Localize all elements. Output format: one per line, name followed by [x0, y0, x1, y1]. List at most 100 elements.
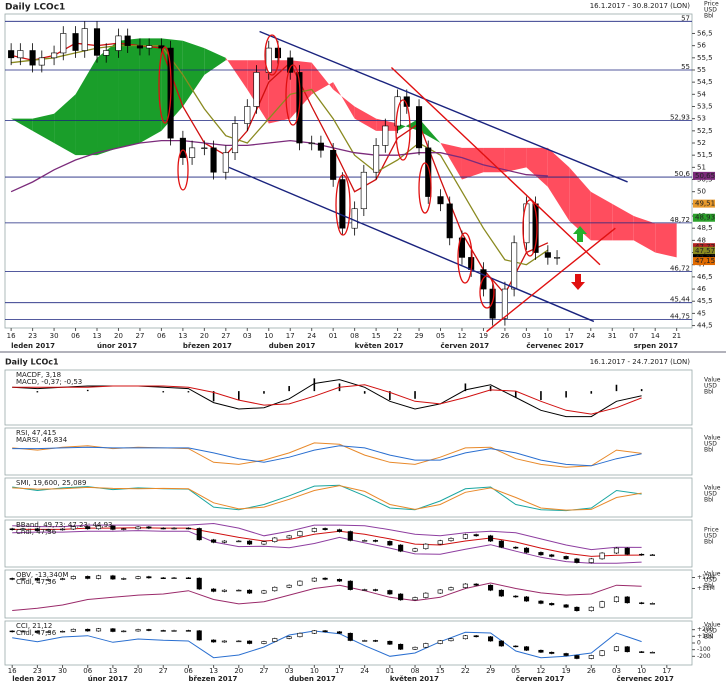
- candle-body: [171, 527, 177, 530]
- candle-body: [437, 640, 443, 644]
- level-label: 46,72: [670, 265, 690, 273]
- candle-body: [34, 578, 40, 581]
- candle-body: [498, 640, 504, 647]
- candle-body: [423, 592, 429, 598]
- indicator-panel-frame: [4, 569, 693, 619]
- y-tick-label: 46: [697, 285, 706, 293]
- price-tag-label: 50,65: [695, 172, 715, 180]
- y-tick-label: -200: [697, 653, 711, 660]
- indicator-panel-frame: [4, 369, 693, 426]
- legend-entry: MACD, -0,37; -0,53: [16, 378, 82, 386]
- candle-body: [423, 543, 429, 550]
- x-tick-label: 19: [479, 332, 488, 340]
- candle-body: [322, 528, 328, 530]
- x-tick-label: 16: [7, 332, 16, 340]
- x-tick-label: 10: [637, 667, 646, 675]
- candle-body: [462, 583, 468, 588]
- trendline: [390, 67, 601, 266]
- candle-body: [538, 552, 544, 556]
- candle-body: [20, 630, 26, 633]
- candle-body: [110, 628, 116, 632]
- y-tick-label: 54: [697, 90, 706, 98]
- x-tick-label: 27: [260, 667, 269, 675]
- candle-body: [488, 636, 494, 642]
- candle-body: [95, 575, 102, 579]
- x-tick-label: 06: [83, 667, 92, 675]
- x-tick-label: 03: [243, 332, 252, 340]
- candle-body: [387, 590, 393, 595]
- y-tick-label: 51,5: [697, 151, 713, 159]
- x-tick-label: 10: [310, 667, 319, 675]
- band-lower: [12, 530, 642, 564]
- highlight-ellipse: [264, 34, 280, 76]
- candle-body: [574, 606, 580, 612]
- candle-body: [574, 655, 580, 659]
- y-axis-label: Value: [704, 571, 721, 578]
- y-axis-label: Price: [704, 1, 719, 8]
- candle-body: [135, 576, 141, 579]
- candle-body: [20, 528, 26, 530]
- candle-body: [549, 554, 555, 557]
- candle-body: [639, 651, 645, 653]
- candle-body: [347, 580, 353, 590]
- candle-body: [222, 152, 229, 173]
- candle-body: [274, 47, 282, 59]
- y-tick-label: 52: [697, 139, 706, 147]
- x-tick-label: 12: [536, 667, 545, 675]
- candle-body: [538, 600, 544, 604]
- y-tick-label: 53: [697, 115, 706, 123]
- y-tick-label: +100: [697, 633, 714, 640]
- candle-body: [437, 540, 443, 545]
- legend-entry: Cndl, 47,36: [16, 528, 57, 536]
- highlight-ellipse: [177, 149, 189, 191]
- x-tick-label: 08: [411, 667, 420, 675]
- candle-body: [538, 649, 544, 653]
- x-tick-label: 13: [108, 667, 117, 675]
- price-tag-label: 49,51: [695, 200, 715, 208]
- candle-body: [160, 577, 166, 579]
- candle-body: [9, 630, 15, 633]
- y-tick-label: 55,5: [697, 54, 713, 62]
- candle-body: [599, 552, 605, 560]
- histogram-bar: [540, 391, 542, 401]
- x-tick-label: 27: [221, 332, 230, 340]
- candle-body: [51, 52, 58, 59]
- candle-body: [45, 631, 51, 633]
- month-label: březen 2017: [188, 675, 237, 683]
- cloud-segment: [118, 38, 140, 148]
- x-tick-label: 24: [586, 332, 595, 340]
- down-arrow: [571, 274, 585, 290]
- y-tick-label: 54,5: [697, 78, 713, 86]
- moving-average: [10, 42, 549, 296]
- candle-body: [398, 593, 404, 601]
- candle-body: [462, 534, 468, 539]
- y-axis-label: Price: [704, 527, 719, 534]
- candle-body: [511, 242, 518, 290]
- candle-body: [624, 547, 630, 555]
- candle-body: [362, 540, 368, 542]
- x-tick-label: 13: [93, 332, 102, 340]
- cloud-segment: [633, 216, 656, 253]
- y-tick-label: +200: [697, 626, 714, 633]
- candle-body: [489, 288, 496, 319]
- candle-body: [81, 28, 88, 51]
- month-label: červen 2017: [441, 342, 490, 350]
- month-label: duben 2017: [289, 675, 336, 683]
- chart-title: Daily LCOc1: [5, 3, 65, 13]
- price-tag-label: 47,57: [695, 247, 715, 255]
- candle-body: [398, 643, 404, 650]
- candle-body: [639, 553, 645, 556]
- y-axis-label: Bbl: [704, 389, 714, 396]
- legend-entry: BBand, 49,73; 47,23; 44,93: [16, 521, 113, 529]
- x-tick-label: 05: [511, 667, 520, 675]
- candle-body: [544, 252, 551, 258]
- legend-entry: MACDF, 3,18: [16, 371, 61, 379]
- month-label: květen 2017: [390, 675, 439, 683]
- cloud-segment: [75, 57, 98, 156]
- candle-body: [136, 45, 143, 49]
- candle-body: [373, 145, 380, 173]
- candle-body: [210, 147, 217, 173]
- level-label: 44,75: [670, 312, 690, 320]
- indicator-line: [12, 445, 642, 467]
- histogram-bar: [187, 391, 190, 393]
